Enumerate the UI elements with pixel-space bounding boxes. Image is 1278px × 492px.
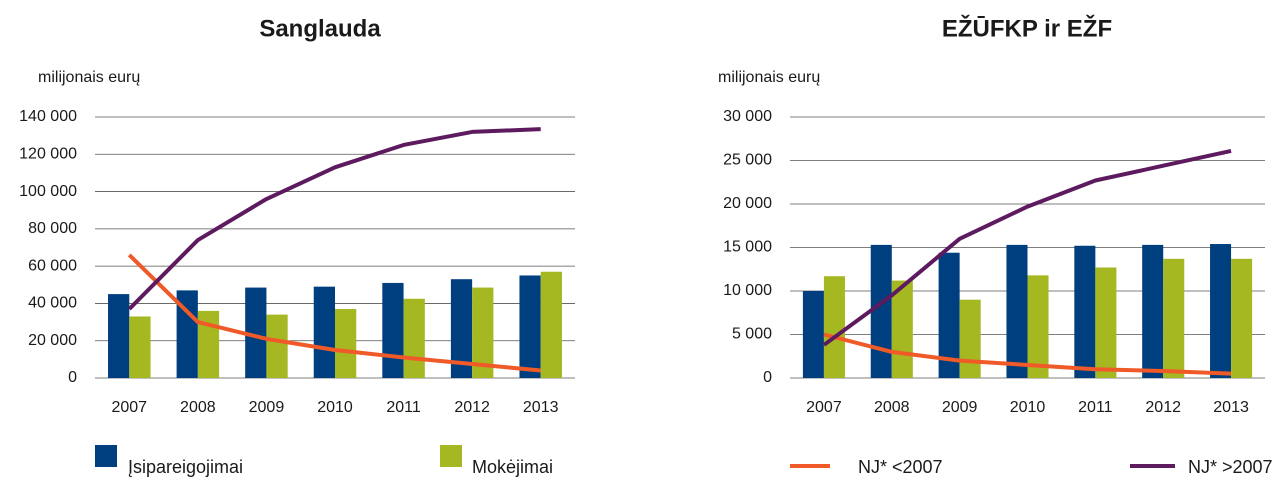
bar xyxy=(108,294,130,378)
y-axis-label: milijonais eurų xyxy=(718,69,820,86)
y-tick-label: 120 000 xyxy=(19,146,77,163)
x-tick-label: 2008 xyxy=(180,399,216,416)
bar xyxy=(1027,275,1049,378)
bar xyxy=(870,244,892,378)
bar xyxy=(176,290,198,378)
bar xyxy=(540,271,562,378)
x-tick-label: 2008 xyxy=(874,399,910,416)
y-tick-label: 140 000 xyxy=(19,108,77,125)
bar xyxy=(823,276,845,378)
y-tick-label: 30 000 xyxy=(723,108,772,125)
x-tick-label: 2010 xyxy=(317,399,353,416)
bar xyxy=(1095,267,1117,378)
bar xyxy=(450,279,473,378)
line xyxy=(822,148,1232,347)
x-tick-label: 2011 xyxy=(1078,399,1113,416)
bar xyxy=(938,252,960,378)
x-tick-label: 2012 xyxy=(1145,399,1181,416)
y-tick-label: 5 000 xyxy=(732,326,772,343)
x-tick-label: 2007 xyxy=(806,399,842,416)
y-tick-label: 100 000 xyxy=(19,183,77,200)
line xyxy=(823,332,1232,376)
y-tick-label: 25 000 xyxy=(723,152,772,169)
bar xyxy=(403,298,425,378)
bar xyxy=(382,282,404,378)
legend-label: Įsipareigojimai xyxy=(128,457,243,477)
bar xyxy=(335,309,357,378)
bar xyxy=(313,286,335,378)
x-tick-label: 2013 xyxy=(1213,399,1249,416)
bar xyxy=(1231,258,1253,378)
y-tick-label: 40 000 xyxy=(28,295,77,312)
x-tick-label: 2012 xyxy=(454,399,490,416)
y-tick-label: 0 xyxy=(68,369,77,386)
bar xyxy=(1074,245,1096,378)
bar xyxy=(959,299,981,378)
legend-label: NJ* >2007 xyxy=(1188,457,1273,477)
legend-swatch xyxy=(95,445,117,467)
bar xyxy=(129,316,151,378)
y-tick-label: 10 000 xyxy=(723,282,772,299)
chart-title: Sanglauda xyxy=(259,15,381,42)
legend-label: NJ* <2007 xyxy=(858,457,943,477)
y-tick-label: 60 000 xyxy=(28,257,77,274)
chart-title: EŽŪFKP ir EŽF xyxy=(942,14,1112,42)
y-tick-label: 15 000 xyxy=(723,239,772,256)
bar xyxy=(245,287,267,378)
y-tick-label: 0 xyxy=(763,369,772,386)
x-tick-label: 2009 xyxy=(942,399,978,416)
bar xyxy=(1163,258,1185,378)
y-tick-label: 80 000 xyxy=(28,220,77,237)
bar xyxy=(472,287,494,378)
x-tick-label: 2013 xyxy=(523,399,559,416)
x-tick-label: 2010 xyxy=(1010,399,1046,416)
x-tick-label: 2007 xyxy=(111,399,147,416)
y-tick-label: 20 000 xyxy=(28,332,77,349)
x-tick-label: 2009 xyxy=(249,399,285,416)
bar xyxy=(802,291,824,378)
line xyxy=(127,127,541,311)
y-axis-label: milijonais eurų xyxy=(38,69,140,86)
y-tick-label: 20 000 xyxy=(723,195,772,212)
line xyxy=(127,253,541,373)
legend-label: Mokėjimai xyxy=(472,457,553,477)
x-tick-label: 2011 xyxy=(386,399,421,416)
bar xyxy=(266,314,288,378)
bar xyxy=(1142,244,1164,378)
legend-swatch xyxy=(440,445,462,467)
bar xyxy=(519,275,541,378)
bar xyxy=(1006,244,1028,378)
bar xyxy=(1210,244,1232,378)
